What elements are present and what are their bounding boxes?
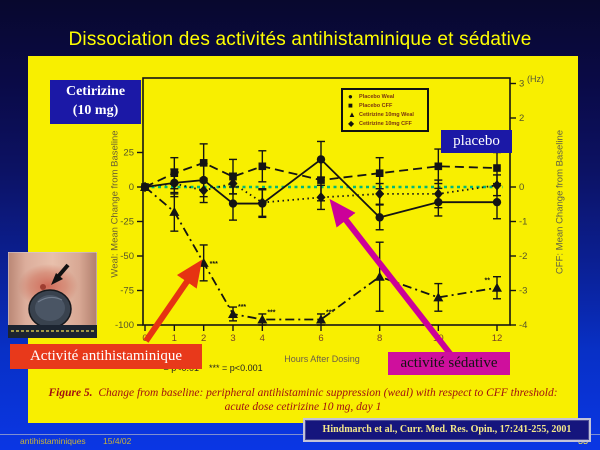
- legend-entry: ◆ Cetirizine 10mg CFF: [348, 119, 427, 128]
- svg-text:1: 1: [172, 333, 177, 344]
- placebo-label: placebo: [441, 130, 512, 153]
- footer-date: 15/4/02: [103, 436, 132, 446]
- antihistamine-activity-label: Activité antihistaminique: [10, 344, 202, 369]
- legend-entry-label: Placebo CFF: [359, 102, 393, 109]
- svg-text:2: 2: [201, 333, 206, 344]
- svg-text:0: 0: [129, 182, 134, 193]
- svg-text:3: 3: [230, 333, 235, 344]
- square-marker-icon: ■: [348, 101, 353, 110]
- svg-text:12: 12: [492, 333, 503, 344]
- cetirizine-label: Cetirizine (10 mg): [50, 80, 141, 124]
- triangle-marker-icon: ▲: [348, 110, 356, 119]
- legend-entry-label: Cetirizine 10mg CFF: [359, 120, 412, 127]
- diamond-marker-icon: ◆: [348, 119, 355, 128]
- svg-text:-2: -2: [519, 251, 527, 262]
- cetirizine-label-line2: (10 mg): [72, 103, 119, 118]
- svg-text:8: 8: [377, 333, 382, 344]
- circle-marker-icon: ●: [348, 92, 353, 101]
- svg-text:3: 3: [519, 79, 524, 90]
- legend-entry: ■ Placebo CFF: [348, 101, 427, 110]
- right-axis-title: CFF: Mean Change from Baseline: [554, 129, 566, 275]
- svg-text:-3: -3: [519, 286, 527, 297]
- photo-pointer-arrow: [51, 263, 70, 285]
- legend-entry: ▲ Cetirizine 10mg Weal: [348, 110, 427, 119]
- svg-text:-100: -100: [115, 320, 134, 331]
- svg-text:0: 0: [519, 182, 524, 193]
- injection-spot: [40, 284, 46, 290]
- svg-text:6: 6: [318, 333, 323, 344]
- figure-caption-line1: Change from baseline: peripheral antihis…: [98, 387, 558, 399]
- svg-text:2: 2: [519, 113, 524, 124]
- slide-title: Dissociation des activités antihistamini…: [68, 29, 532, 50]
- footer-filename: antihistaminiques: [20, 436, 86, 446]
- x-axis-title: Hours After Dosing: [284, 354, 360, 364]
- citation-box: Hindmarch et al., Curr. Med. Res. Opin.,…: [303, 418, 591, 442]
- left-axis-title: Weal: Mean Change from Baseline: [109, 130, 121, 278]
- footer-divider: [0, 434, 600, 435]
- svg-text:-50: -50: [120, 251, 134, 262]
- svg-text:25: 25: [123, 148, 134, 159]
- cetirizine-label-line1: Cetirizine: [65, 84, 126, 99]
- figure-caption-line2: acute dose cetirizine 10 mg, day 1: [224, 401, 382, 413]
- svg-text:-75: -75: [120, 286, 134, 297]
- svg-text:-1: -1: [519, 217, 527, 228]
- legend-entry-label: Placebo Weal: [359, 93, 395, 100]
- svg-text:4: 4: [260, 333, 265, 344]
- legend-entry-label: Cetirizine 10mg Weal: [359, 111, 414, 118]
- sedative-activity-label: activité sédative: [388, 352, 510, 375]
- svg-text:***: ***: [210, 261, 218, 268]
- skin-test-photo: [8, 252, 97, 338]
- svg-text:***: ***: [326, 309, 334, 316]
- legend-entry: ● Placebo Weal: [348, 92, 427, 101]
- svg-text:***: ***: [267, 309, 275, 316]
- right-axis-unit: (Hz): [527, 74, 544, 84]
- figure-caption: Figure 5. Change from baseline: peripher…: [38, 386, 568, 414]
- svg-text:-4: -4: [519, 320, 527, 331]
- chart-legend: ● Placebo Weal ■ Placebo CFF ▲ Cetirizine 10m…: [341, 88, 429, 132]
- svg-text:**: **: [485, 278, 491, 285]
- svg-text:***: ***: [238, 304, 246, 311]
- figure-caption-number: Figure 5.: [48, 387, 93, 399]
- svg-text:-25: -25: [120, 217, 134, 228]
